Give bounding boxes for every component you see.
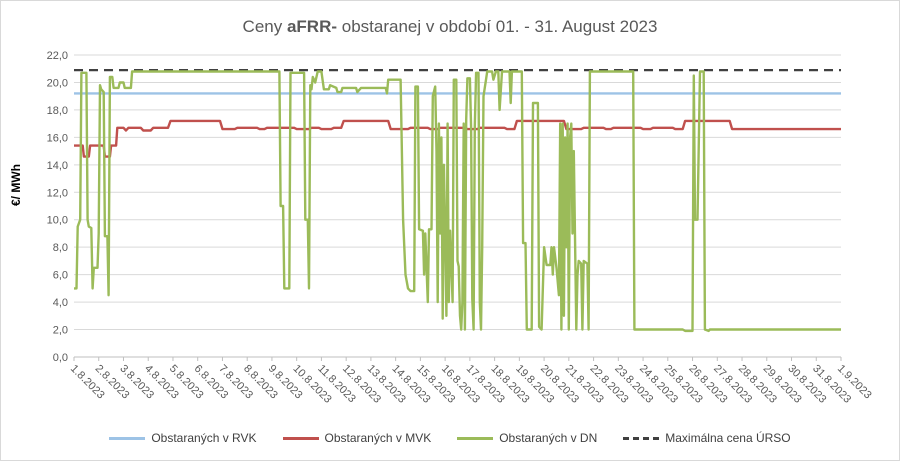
legend-item: Maximálna cena ÚRSO	[623, 431, 791, 445]
legend-swatch	[457, 436, 494, 440]
series-line-1	[74, 119, 841, 158]
series-line-2	[74, 70, 841, 333]
legend-label: Obstaraných v DN	[499, 431, 598, 445]
legend-label: Obstaraných v MVK	[324, 431, 432, 445]
legend-item: Obstaraných v DN	[457, 431, 597, 445]
y-tick-label: 8,0	[53, 242, 68, 254]
legend-label: Obstaraných v RVK	[151, 431, 257, 445]
y-tick-label: 14,0	[47, 160, 68, 172]
y-tick-label: 0,0	[53, 352, 68, 364]
y-tick-label: 20,0	[47, 77, 68, 89]
y-tick-label: 10,0	[47, 215, 68, 227]
y-tick-label: 16,0	[47, 132, 68, 144]
legend-swatch	[623, 436, 660, 440]
y-tick-label: 12,0	[47, 187, 68, 199]
y-tick-label: 2,0	[53, 325, 68, 337]
y-tick-label: 4,0	[53, 297, 68, 309]
title-prefix: Ceny	[242, 17, 287, 36]
legend-label: Maximálna cena ÚRSO	[665, 431, 791, 445]
y-tick-label: 6,0	[53, 270, 68, 282]
title-bold: aFRR-	[286, 17, 338, 36]
y-tick-label: 22,0	[47, 50, 68, 62]
y-tick-label: 18,0	[47, 105, 68, 117]
legend-swatch	[109, 436, 146, 440]
legend-swatch	[282, 436, 319, 440]
legend-item: Obstaraných v RVK	[109, 431, 257, 445]
chart-title: Ceny aFRR- obstaranej v období 01. - 31.…	[1, 17, 899, 37]
legend: Obstaraných v RVK Obstaraných v MVK Obstar…	[1, 431, 899, 445]
title-suffix: obstaranej v období 01. - 31. August 202…	[337, 17, 658, 36]
legend-item: Obstaraných v MVK	[282, 431, 432, 445]
